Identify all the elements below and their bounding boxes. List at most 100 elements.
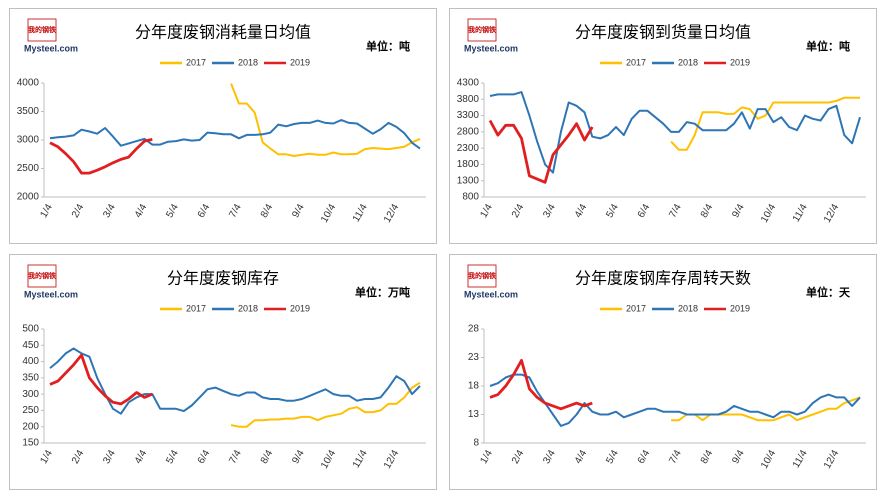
x-tick-label: 9/4	[290, 202, 307, 220]
legend-label: 2018	[678, 57, 698, 67]
x-tick-label: 10/4	[759, 448, 778, 471]
legend-label: 2017	[626, 57, 646, 67]
legend-label: 2017	[186, 57, 206, 67]
x-tick-label: 10/4	[319, 202, 338, 225]
y-tick-label: 300	[22, 389, 39, 400]
chart-title: 分年度废钢到货量日均值	[575, 23, 751, 42]
x-tick-label: 12/4	[382, 202, 401, 225]
series-line	[230, 381, 421, 428]
y-tick-label: 3500	[17, 106, 40, 117]
logo-cn: 我的钢铁	[468, 25, 496, 34]
x-tick-label: 12/4	[822, 202, 841, 225]
logo: Mysteel.com	[24, 43, 78, 53]
x-tick-label: 7/4	[667, 202, 684, 220]
x-tick-label: 9/4	[730, 202, 747, 220]
y-tick-label: 1800	[457, 159, 480, 170]
series-line	[670, 96, 860, 151]
x-tick-label: 10/4	[319, 448, 338, 471]
series-line	[49, 119, 421, 150]
chart-title: 分年度废钢消耗量日均值	[135, 23, 311, 42]
y-tick-label: 2500	[17, 163, 40, 174]
x-tick-label: 11/4	[351, 202, 370, 224]
x-tick-label: 6/4	[636, 448, 653, 466]
legend-label: 2019	[730, 57, 750, 67]
y-tick-label: 4000	[17, 78, 40, 89]
y-tick-label: 450	[22, 340, 39, 351]
y-tick-label: 2300	[457, 143, 480, 154]
y-tick-label: 200	[22, 421, 39, 432]
logo-cn: 我的钢铁	[28, 25, 56, 34]
x-tick-label: 1/4	[38, 448, 55, 466]
logo-badge	[27, 18, 57, 42]
x-tick-label: 7/4	[667, 448, 684, 466]
logo-cn: 我的钢铁	[468, 271, 496, 280]
unit-label: 单位：吨	[366, 39, 410, 53]
series-line	[49, 347, 421, 415]
y-tick-label: 1300	[457, 175, 480, 186]
y-tick-label: 3000	[17, 135, 40, 146]
x-tick-label: 12/4	[822, 448, 841, 471]
x-tick-label: 11/4	[791, 202, 810, 224]
x-tick-label: 2/4	[70, 448, 87, 466]
x-tick-label: 1/4	[478, 202, 495, 220]
y-tick-label: 350	[22, 372, 39, 383]
y-tick-label: 250	[22, 405, 39, 416]
y-tick-label: 2800	[457, 126, 480, 137]
x-tick-label: 5/4	[164, 202, 181, 220]
y-tick-label: 500	[22, 324, 39, 335]
x-tick-label: 4/4	[133, 448, 150, 466]
logo-cn: 我的钢铁	[28, 271, 56, 280]
x-tick-label: 4/4	[573, 202, 590, 220]
legend-label: 2018	[678, 303, 698, 313]
unit-label: 单位：天	[806, 285, 851, 299]
series-line	[671, 396, 861, 422]
x-tick-label: 2/4	[510, 448, 527, 466]
x-tick-label: 7/4	[227, 448, 244, 466]
y-tick-label: 150	[22, 438, 39, 449]
unit-label: 单位：万吨	[355, 285, 410, 299]
unit-label: 单位：吨	[806, 39, 850, 53]
legend-label: 2018	[238, 303, 258, 313]
x-tick-label: 5/4	[604, 448, 621, 466]
legend-label: 2018	[238, 57, 258, 67]
logo: Mysteel.com	[464, 289, 518, 299]
y-tick-label: 3800	[457, 94, 480, 105]
legend-label: 2019	[730, 303, 750, 313]
x-tick-label: 11/4	[351, 448, 370, 470]
x-tick-label: 8/4	[699, 202, 716, 220]
y-tick-label: 8	[473, 438, 479, 449]
y-tick-label: 400	[22, 356, 39, 367]
series-line	[489, 359, 593, 411]
x-tick-label: 3/4	[541, 448, 558, 466]
x-tick-label: 3/4	[541, 202, 558, 220]
y-tick-label: 13	[468, 409, 480, 420]
y-tick-label: 3300	[457, 110, 480, 121]
x-tick-label: 6/4	[196, 448, 213, 466]
x-tick-label: 7/4	[227, 202, 244, 220]
x-tick-label: 6/4	[636, 202, 653, 220]
logo: Mysteel.com	[24, 289, 78, 299]
chart-title: 分年度废钢库存	[167, 269, 279, 288]
y-tick-label: 2000	[17, 192, 40, 203]
panel: 我的钢铁 Mysteel.com 分年度废钢消耗量日均值单位：吨 2017 2018 20…	[9, 8, 437, 244]
legend-label: 2019	[290, 57, 310, 67]
series-line	[489, 373, 861, 427]
x-tick-label: 5/4	[604, 202, 621, 220]
legend-label: 2019	[290, 303, 310, 313]
x-tick-label: 8/4	[259, 202, 276, 220]
x-tick-label: 3/4	[101, 202, 118, 220]
chart-title: 分年度废钢库存周转天数	[575, 269, 751, 288]
x-tick-label: 2/4	[510, 202, 527, 220]
y-tick-label: 28	[468, 324, 480, 335]
logo-badge	[467, 18, 497, 42]
panel: 我的钢铁 Mysteel.com 分年度废钢库存单位：万吨 2017 2018 2019 1…	[9, 254, 437, 490]
x-tick-label: 1/4	[38, 202, 55, 220]
legend-label: 2017	[186, 303, 206, 313]
panel: 我的钢铁 Mysteel.com 分年度废钢到货量日均值 单位：吨 2017 2018 20…	[449, 8, 877, 244]
x-tick-label: 4/4	[573, 448, 590, 466]
logo-badge	[467, 264, 497, 288]
series-line	[489, 91, 861, 174]
